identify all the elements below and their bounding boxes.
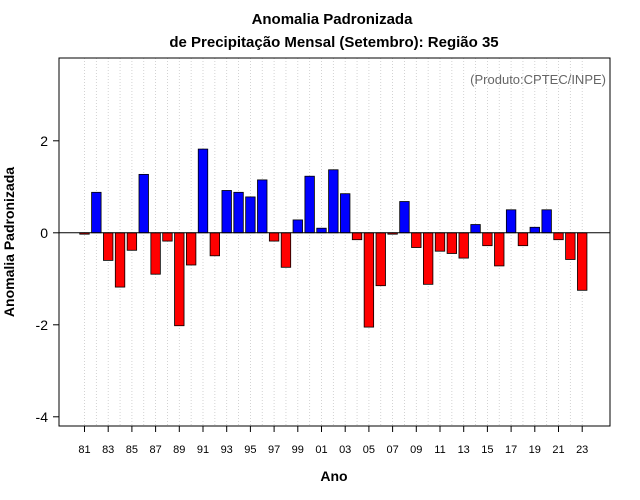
bar-20: [541, 209, 552, 234]
bar-08: [399, 201, 410, 234]
bar-05: [363, 232, 375, 328]
bar-83: [103, 232, 114, 261]
x-tick-label: 81: [78, 444, 90, 456]
x-tick-label: 97: [268, 444, 280, 456]
x-tick-label: 89: [173, 444, 185, 456]
bar-02: [328, 169, 339, 234]
x-tick-label: 17: [505, 444, 517, 456]
bar-82: [91, 191, 102, 234]
bar-92: [209, 232, 221, 257]
x-tick-label: 21: [552, 444, 564, 456]
y-tick-label: 2: [40, 133, 48, 149]
bar-99: [292, 219, 303, 234]
bar-13: [458, 232, 469, 259]
x-axis-label: Ano: [320, 468, 347, 484]
bar-01: [316, 227, 327, 234]
bar-12: [446, 232, 458, 254]
bar-16: [494, 232, 505, 267]
bar-88: [162, 232, 173, 242]
x-tick-label: 05: [363, 444, 375, 456]
x-tick-label: 93: [221, 444, 233, 456]
bar-14: [470, 224, 481, 234]
bar-96: [257, 179, 268, 234]
bar-10: [422, 232, 434, 285]
bar-11: [434, 232, 446, 252]
y-tick-label: -4: [36, 409, 49, 425]
x-tick-label: 15: [481, 444, 493, 456]
bar-95: [245, 196, 256, 234]
bar-98: [280, 232, 292, 268]
bar-94: [233, 191, 244, 234]
x-tick-label: 11: [434, 444, 445, 456]
bar-18: [517, 232, 529, 247]
x-tick-label: 95: [244, 444, 256, 456]
bar-84: [114, 232, 126, 288]
bar-03: [340, 193, 351, 234]
x-tick-label: 99: [292, 444, 304, 456]
bar-93: [221, 190, 232, 234]
y-axis: -4 -2 0 2: [36, 133, 59, 425]
x-tick-label: 07: [386, 444, 398, 456]
x-tick-label: 85: [126, 444, 138, 456]
x-tick-label: 03: [339, 444, 351, 456]
x-tick-label: 09: [410, 444, 422, 456]
bar-15: [482, 232, 493, 247]
bar-17: [505, 209, 517, 234]
x-tick-label: 91: [197, 444, 209, 456]
bar-86: [138, 173, 149, 234]
x-tick-label: 13: [458, 444, 470, 456]
y-axis-label: Anomalia Padronizada: [1, 167, 17, 317]
bar-89: [174, 232, 185, 327]
y-tick-label: 0: [40, 225, 48, 241]
bar-21: [553, 232, 564, 241]
bar-06: [375, 232, 386, 287]
bar-85: [126, 232, 138, 251]
bar-19: [529, 226, 540, 234]
bar-00: [304, 175, 315, 234]
chart-subtitle: de Precipitação Mensal (Setembro): Regiã…: [169, 34, 498, 51]
plot-frame: [58, 57, 611, 427]
bar-90: [185, 232, 197, 266]
bar-91: [197, 148, 209, 234]
bar-04: [351, 232, 363, 241]
bar-23: [577, 232, 588, 291]
x-tick-label: 19: [529, 444, 541, 456]
credit-note: (Produto:CPTEC/INPE): [470, 72, 606, 87]
bar-87: [150, 232, 161, 275]
x-tick-label: 83: [102, 444, 114, 456]
bar-09: [411, 232, 422, 248]
x-tick-label: 87: [149, 444, 161, 456]
y-tick-label: -2: [36, 317, 49, 333]
x-tick-label: 01: [315, 444, 327, 456]
x-axis: 81 83 85 87 89 91 93 95 97 99 01 03 05 07 09 11 13 15 17 19…: [78, 426, 588, 456]
bars: [79, 148, 588, 328]
bar-97: [268, 232, 280, 242]
x-tick-label: 23: [576, 444, 588, 456]
chart-title: Anomalia Padronizada: [252, 11, 414, 28]
bar-22: [565, 232, 576, 260]
